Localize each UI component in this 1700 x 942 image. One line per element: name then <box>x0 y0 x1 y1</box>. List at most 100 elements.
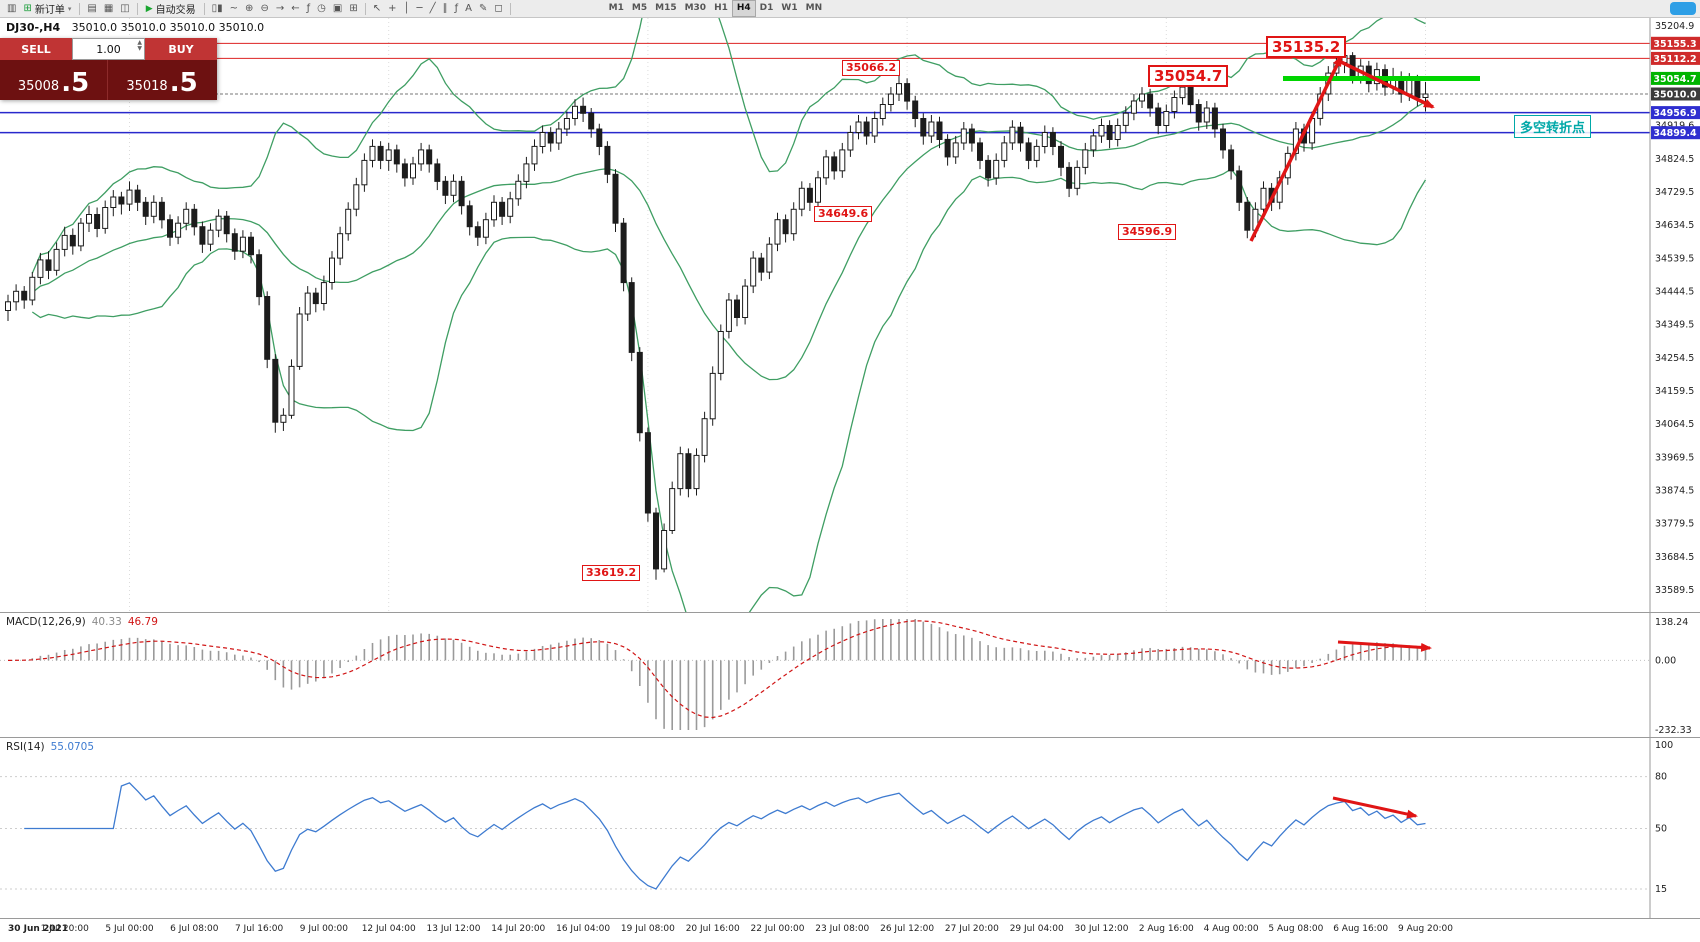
zoom-out-icon[interactable]: ⊖ <box>260 2 269 14</box>
price-annotation: 35054.7 <box>1148 65 1229 87</box>
svg-text:-232.33: -232.33 <box>1655 725 1692 736</box>
chart-shift-icon[interactable]: ← <box>291 2 300 14</box>
trendline-icon[interactable]: ╱ <box>429 2 436 14</box>
ohlc-values: 35010.0 35010.0 35010.0 35010.0 <box>71 21 265 34</box>
autotrade-play-icon: ▶ <box>145 3 153 14</box>
vertical-line-icon[interactable]: │ <box>403 2 410 14</box>
timeframe-w1[interactable]: W1 <box>781 3 798 13</box>
timeframe-h4[interactable]: H4 <box>731 0 756 17</box>
periods-icon[interactable]: ◷ <box>317 2 326 14</box>
rsi-value: 55.0705 <box>50 741 95 753</box>
svg-text:34956.9: 34956.9 <box>1653 108 1696 119</box>
macd-signal-value: 46.79 <box>127 616 158 628</box>
spinner-down-icon[interactable]: ▼ <box>137 45 142 52</box>
terminal-chart-icon[interactable]: ▥ <box>7 2 17 14</box>
svg-text:33874.5: 33874.5 <box>1655 485 1694 496</box>
timeframe-mn[interactable]: MN <box>805 3 823 13</box>
crosshair-icon[interactable]: + <box>388 2 397 14</box>
volume-value: 1.00 <box>96 42 121 56</box>
charts-grid-icon[interactable]: ▦ <box>103 2 114 14</box>
tile-windows-icon[interactable]: ⊞ <box>349 2 358 14</box>
time-label: 4 Aug 00:00 <box>1203 924 1259 934</box>
buy-button[interactable]: BUY <box>145 38 217 60</box>
svg-text:34444.5: 34444.5 <box>1655 286 1694 297</box>
timeframe-m15[interactable]: M15 <box>655 3 677 13</box>
text-icon[interactable]: A <box>465 2 472 14</box>
candlestick-icon[interactable]: ▯▮ <box>211 2 223 14</box>
price-annotation: 33619.2 <box>582 565 641 581</box>
fibonacci-icon[interactable]: ƒ <box>454 2 459 14</box>
svg-text:35112.2: 35112.2 <box>1653 54 1696 65</box>
time-label: 22 Jul 00:00 <box>750 924 805 934</box>
arrows-label-icon[interactable]: ✎ <box>478 2 488 14</box>
volume-stepper[interactable]: ▲ ▼ <box>137 40 142 52</box>
templates-icon[interactable]: ▣ <box>332 2 343 14</box>
chart-tools-group: ▯▮ ~ ⊕ ⊖ → ← ƒ ◷ ▣ ⊞ <box>209 1 361 17</box>
chart-ohlc-header: DJ30-,H4 35010.0 35010.0 35010.0 35010.0 <box>6 21 264 34</box>
timeframe-group: M1 M5 M15 M30 H1 H4 D1 W1 MN <box>605 0 826 17</box>
shapes-icon[interactable]: ◻ <box>494 2 503 14</box>
auto-scroll-icon[interactable]: → <box>275 2 285 14</box>
time-label: 7 Jul 16:00 <box>234 924 284 934</box>
auto-trading-button[interactable]: ▶ 自动交易 <box>142 1 200 17</box>
timeframe-m30[interactable]: M30 <box>684 3 707 13</box>
price-annotation: 34649.6 <box>814 206 873 222</box>
window-tools-group: ▤ ▦ ◫ <box>84 1 132 17</box>
svg-text:33969.5: 33969.5 <box>1655 452 1694 463</box>
timeframe-m1[interactable]: M1 <box>608 3 624 13</box>
time-label: 13 Jul 12:00 <box>426 924 481 934</box>
timeframe-h1[interactable]: H1 <box>714 3 728 13</box>
svg-text:34349.5: 34349.5 <box>1655 320 1694 331</box>
toolbar-separator <box>136 2 138 15</box>
time-label: 6 Aug 16:00 <box>1333 924 1389 934</box>
toolbar-separator <box>509 2 511 15</box>
toolbar-left-group: ▥ <box>4 1 19 17</box>
time-label: 6 Jul 08:00 <box>170 924 219 934</box>
time-label: 20 Jul 16:00 <box>685 924 740 934</box>
pivot-annotation: 多空转折点 <box>1514 115 1592 138</box>
data-window-icon[interactable]: ◫ <box>120 2 130 14</box>
svg-text:34539.5: 34539.5 <box>1655 253 1694 264</box>
auto-trading-label: 自动交易 <box>155 5 196 16</box>
time-label: 1 Jul 20:00 <box>40 924 89 934</box>
svg-text:50: 50 <box>1655 824 1667 835</box>
macd-panel[interactable]: 138.24 0.00 -232.33 MACD(12,26,9) 40.33 46.7… <box>0 612 1700 737</box>
timeframe-m5[interactable]: M5 <box>631 3 648 13</box>
svg-text:35054.7: 35054.7 <box>1653 74 1696 85</box>
spinner-up-icon[interactable]: ▲ <box>137 39 142 46</box>
cursor-icon[interactable]: ↖ <box>372 2 382 14</box>
time-label: 5 Aug 08:00 <box>1268 924 1324 934</box>
profiles-icon[interactable]: ▤ <box>87 2 97 14</box>
svg-text:35010.0: 35010.0 <box>1653 90 1697 101</box>
horizontal-line-icon[interactable]: ─ <box>416 2 423 14</box>
zoom-in-icon[interactable]: ⊕ <box>245 2 254 14</box>
time-label: 26 Jul 12:00 <box>880 924 935 934</box>
timeframe-d1[interactable]: D1 <box>759 3 774 13</box>
svg-text:80: 80 <box>1655 772 1667 783</box>
sell-button[interactable]: SELL <box>0 38 72 60</box>
toolbar-separator <box>79 2 81 15</box>
price-annotation: 35066.2 <box>842 60 901 76</box>
sell-price-digits: 35008 <box>17 79 60 94</box>
main-chart-panel[interactable]: 35204.935109.835014.734919.634824.534729… <box>0 18 1700 612</box>
svg-text:34729.5: 34729.5 <box>1655 187 1694 198</box>
volume-input[interactable]: 1.00 ▲ ▼ <box>72 38 145 60</box>
candlestick-chart: 35204.935109.835014.734919.634824.534729… <box>0 18 1700 612</box>
time-axis[interactable]: 30 Jun 2021 1 Jul 20:00 5 Jul 00:00 6 Jul 0… <box>0 918 1700 942</box>
time-label: 27 Jul 20:00 <box>944 924 999 934</box>
new-order-button[interactable]: ⊞ 新订单 ▾ <box>19 1 75 17</box>
time-label: 30 Jul 12:00 <box>1074 924 1129 934</box>
sell-price-fraction: .5 <box>61 68 90 98</box>
svg-text:35204.9: 35204.9 <box>1655 21 1694 32</box>
macd-label: MACD(12,26,9) 40.33 46.79 <box>6 616 158 628</box>
line-chart-icon[interactable]: ~ <box>229 2 239 14</box>
time-label: 16 Jul 04:00 <box>556 924 611 934</box>
buy-price-fraction: .5 <box>169 68 198 98</box>
rsi-panel[interactable]: 80 50 15 100 RSI(14) 55.0705 <box>0 737 1700 918</box>
svg-text:34824.5: 34824.5 <box>1655 154 1694 165</box>
macd-main-value: 40.33 <box>91 616 122 628</box>
symbol-label: DJ30-,H4 <box>6 21 61 34</box>
channel-icon[interactable]: ∥ <box>442 2 448 14</box>
indicators-icon[interactable]: ƒ <box>306 2 311 14</box>
buy-price-digits: 35018 <box>126 79 168 94</box>
